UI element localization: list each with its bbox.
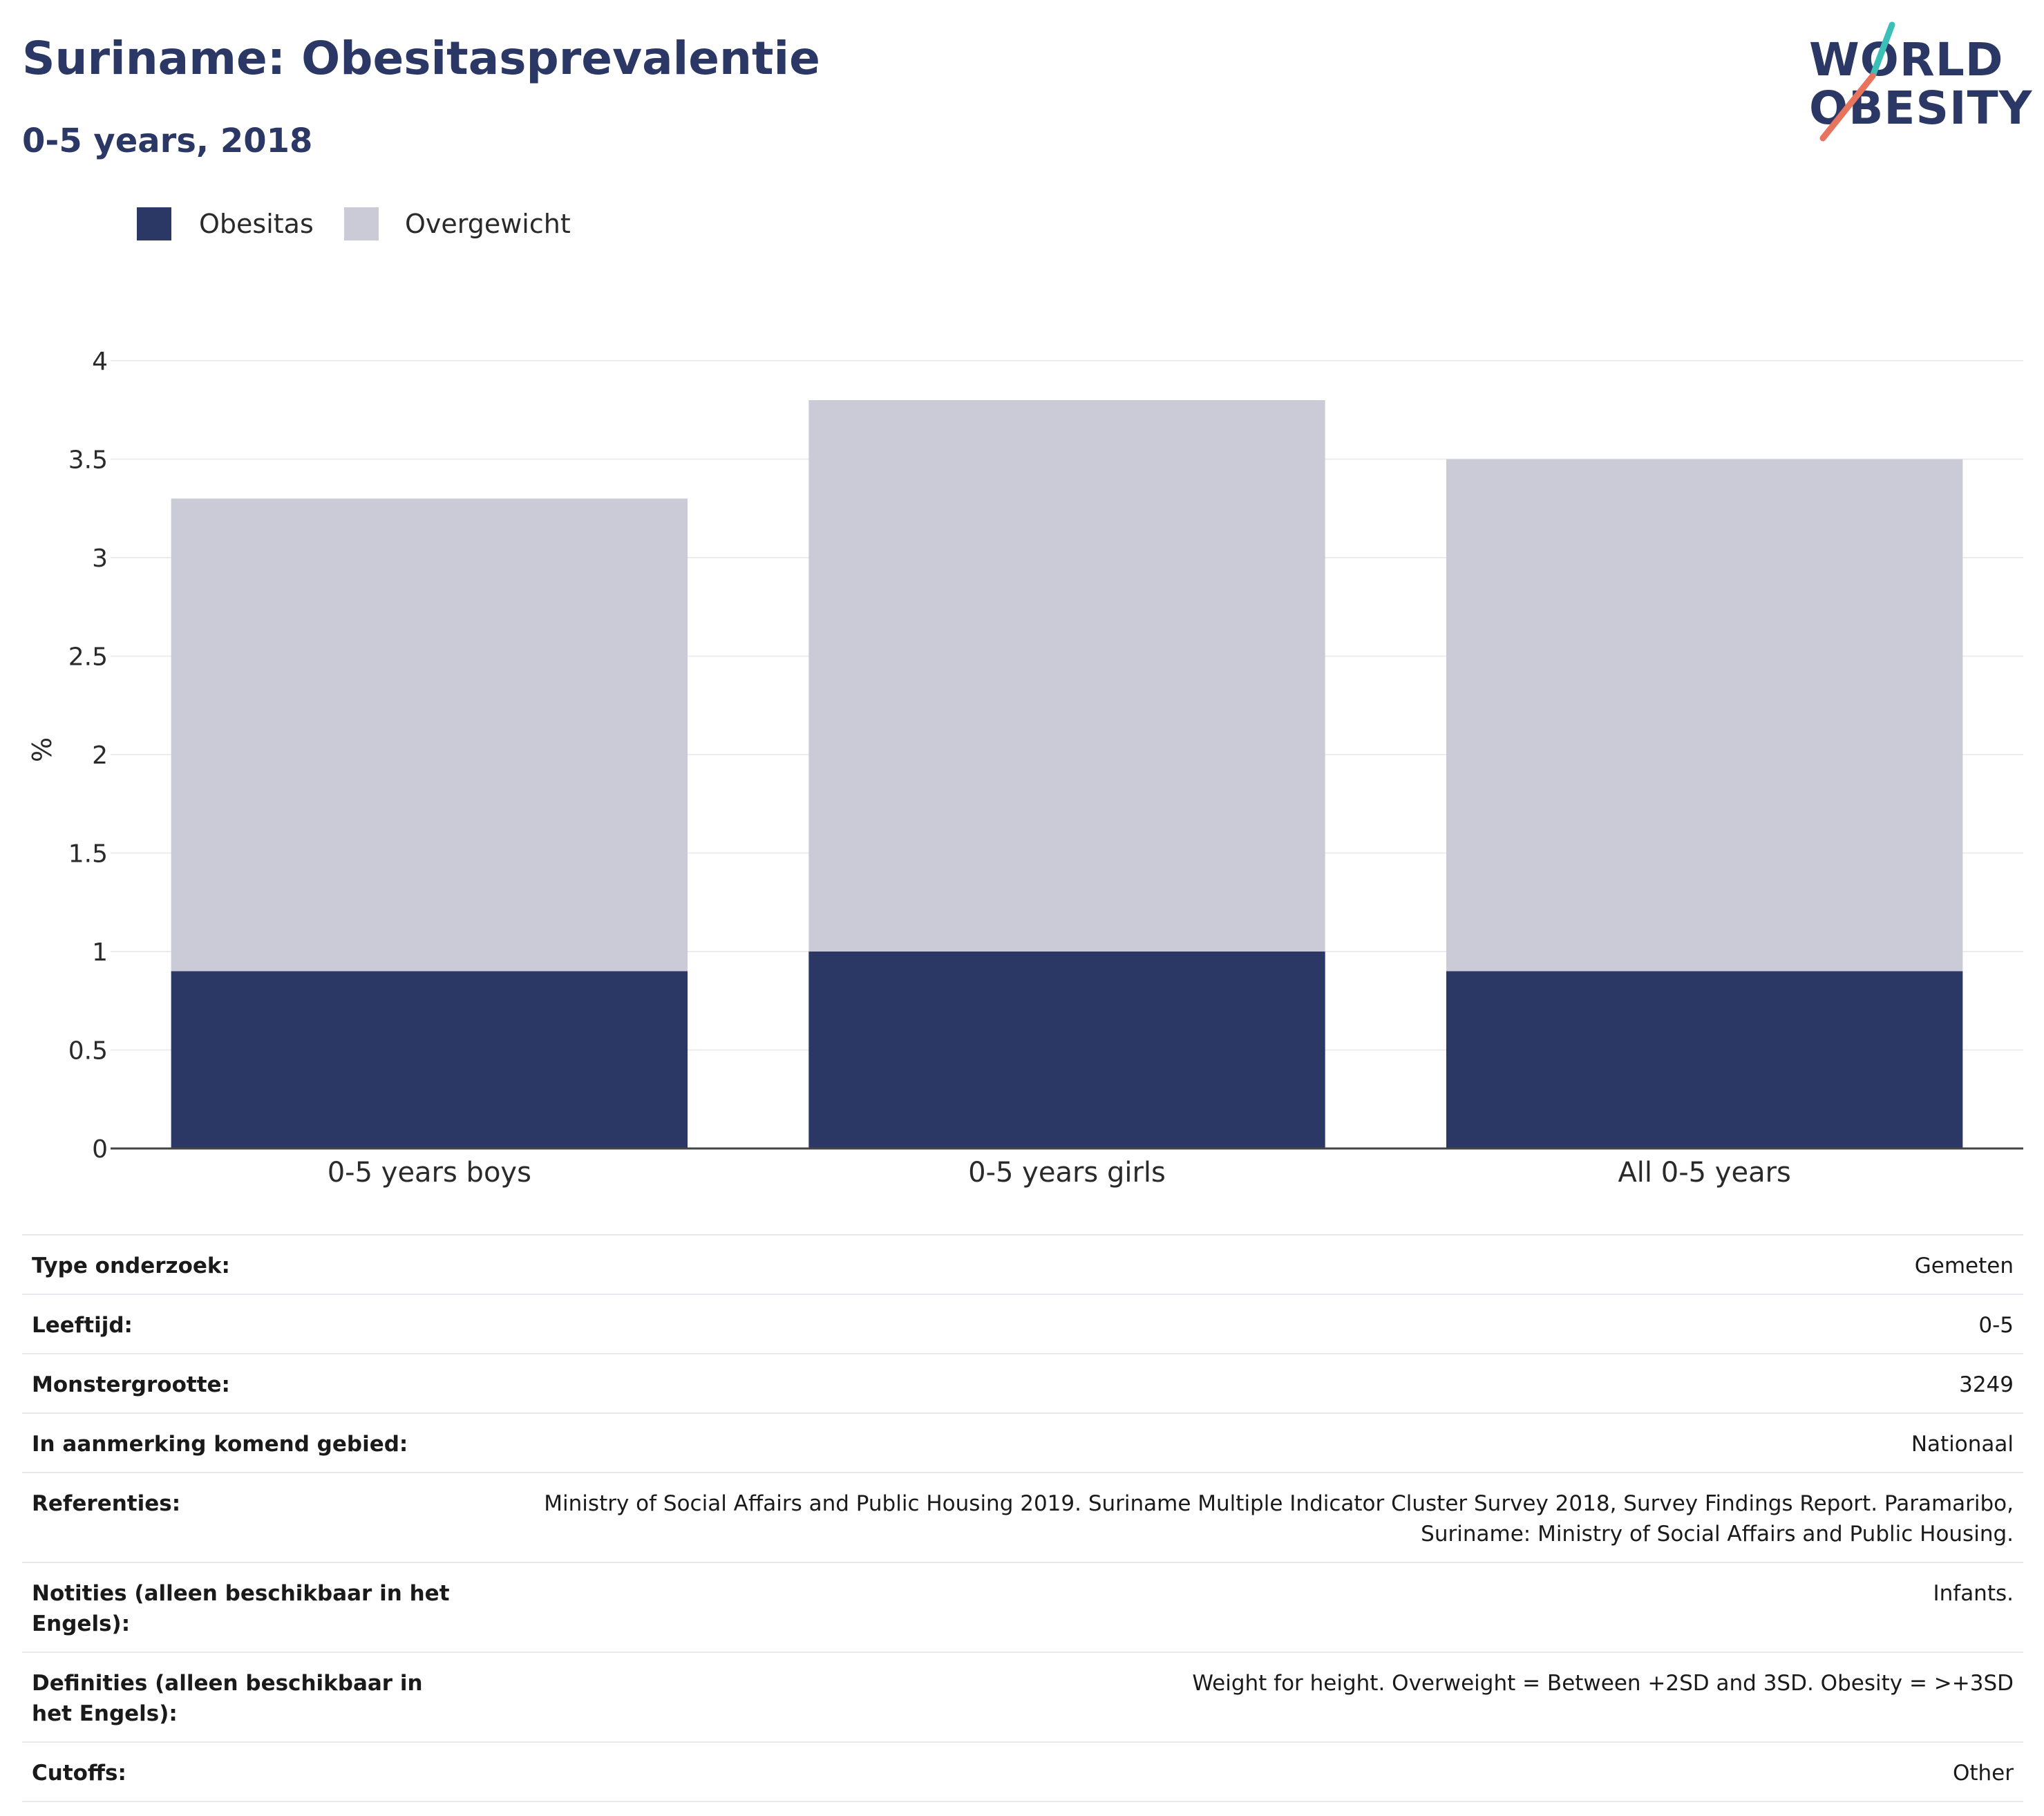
legend-label-overgewicht: Overgewicht [405,209,571,239]
y-tick-label: 1 [92,938,108,967]
world-obesity-logo: WORLD OBESITY [1804,21,2032,145]
info-key: Leeftijd: [22,1294,470,1354]
bar-segment-obesitas[interactable] [808,952,1325,1148]
info-value: Nationaal [470,1412,2023,1473]
y-tick-label: 2 [92,741,108,770]
info-key: Type onderzoek: [22,1234,470,1295]
survey-info-table: Type onderzoek: Gemeten Leeftijd: 0-5 Monste… [22,1234,2023,1802]
y-tick-label: 0.5 [68,1037,108,1066]
y-tick-label: 3.5 [68,446,108,475]
y-tick-label: 1.5 [68,840,108,869]
info-key: In aanmerking komend gebied: [22,1412,470,1473]
x-tick-label: 0-5 years girls [968,1157,1166,1189]
info-key: Referenties: [22,1472,470,1563]
info-row: Type onderzoek: Gemeten [22,1234,2023,1295]
info-key: Monstergrootte: [22,1353,470,1414]
info-value: 3249 [470,1353,2023,1414]
info-value: Weight for height. Overweight = Between … [470,1652,2023,1743]
chart-bars [171,400,1963,1148]
info-row: Referenties: Ministry of Social Affairs a… [22,1472,2023,1563]
info-value: Other [470,1741,2023,1802]
y-tick-label: 0 [92,1135,108,1164]
y-axis-label: % [27,737,57,762]
y-axis-ticks: 0 0.5 1 1.5 2 2.5 3 3.5 4 [68,348,108,1164]
x-axis-ticks: 0-5 years boys 0-5 years girls All 0-5 yea… [328,1157,1791,1189]
info-row: Monstergrootte: 3249 [22,1353,2023,1414]
y-tick-label: 2.5 [68,643,108,672]
info-row: Cutoffs: Other [22,1741,2023,1802]
bar-segment-overgewicht[interactable] [808,400,1325,952]
info-row: Leeftijd: 0-5 [22,1294,2023,1354]
bar-segment-obesitas[interactable] [171,971,688,1149]
legend-swatch-overgewicht [344,207,379,240]
info-key: Definities (alleen beschikbaar in het En… [22,1652,470,1743]
logo-slash-icon [1819,21,1895,142]
info-key: Notities (alleen beschikbaar in het Enge… [22,1562,470,1653]
page-subtitle: 0-5 years, 2018 [22,122,313,160]
info-value: Infants. [470,1562,2023,1653]
x-tick-label: 0-5 years boys [328,1157,531,1189]
bar-segment-obesitas[interactable] [1446,971,1963,1149]
info-row: Definities (alleen beschikbaar in het En… [22,1652,2023,1743]
bar-segment-overgewicht[interactable] [1446,459,1963,972]
info-key: Cutoffs: [22,1741,470,1802]
y-tick-label: 4 [92,348,108,376]
info-value: 0-5 [470,1294,2023,1354]
logo-line-1: WORLD [1809,33,2004,86]
x-tick-label: All 0-5 years [1618,1157,1790,1189]
info-row: Notities (alleen beschikbaar in het Enge… [22,1562,2023,1653]
page-title: Suriname: Obesitasprevalentie [22,32,820,85]
y-tick-label: 3 [92,545,108,573]
legend-label-obesitas: Obesitas [199,209,314,239]
info-value: Gemeten [470,1234,2023,1295]
info-row: In aanmerking komend gebied: Nationaal [22,1412,2023,1473]
stacked-bar-chart: 00.511.522.533.54 0-5 years boys 0-5 year… [27,348,2023,1189]
bar-segment-overgewicht[interactable] [171,498,688,972]
info-value: Ministry of Social Affairs and Public Ho… [470,1472,2023,1563]
legend-swatch-obesitas [137,207,171,240]
